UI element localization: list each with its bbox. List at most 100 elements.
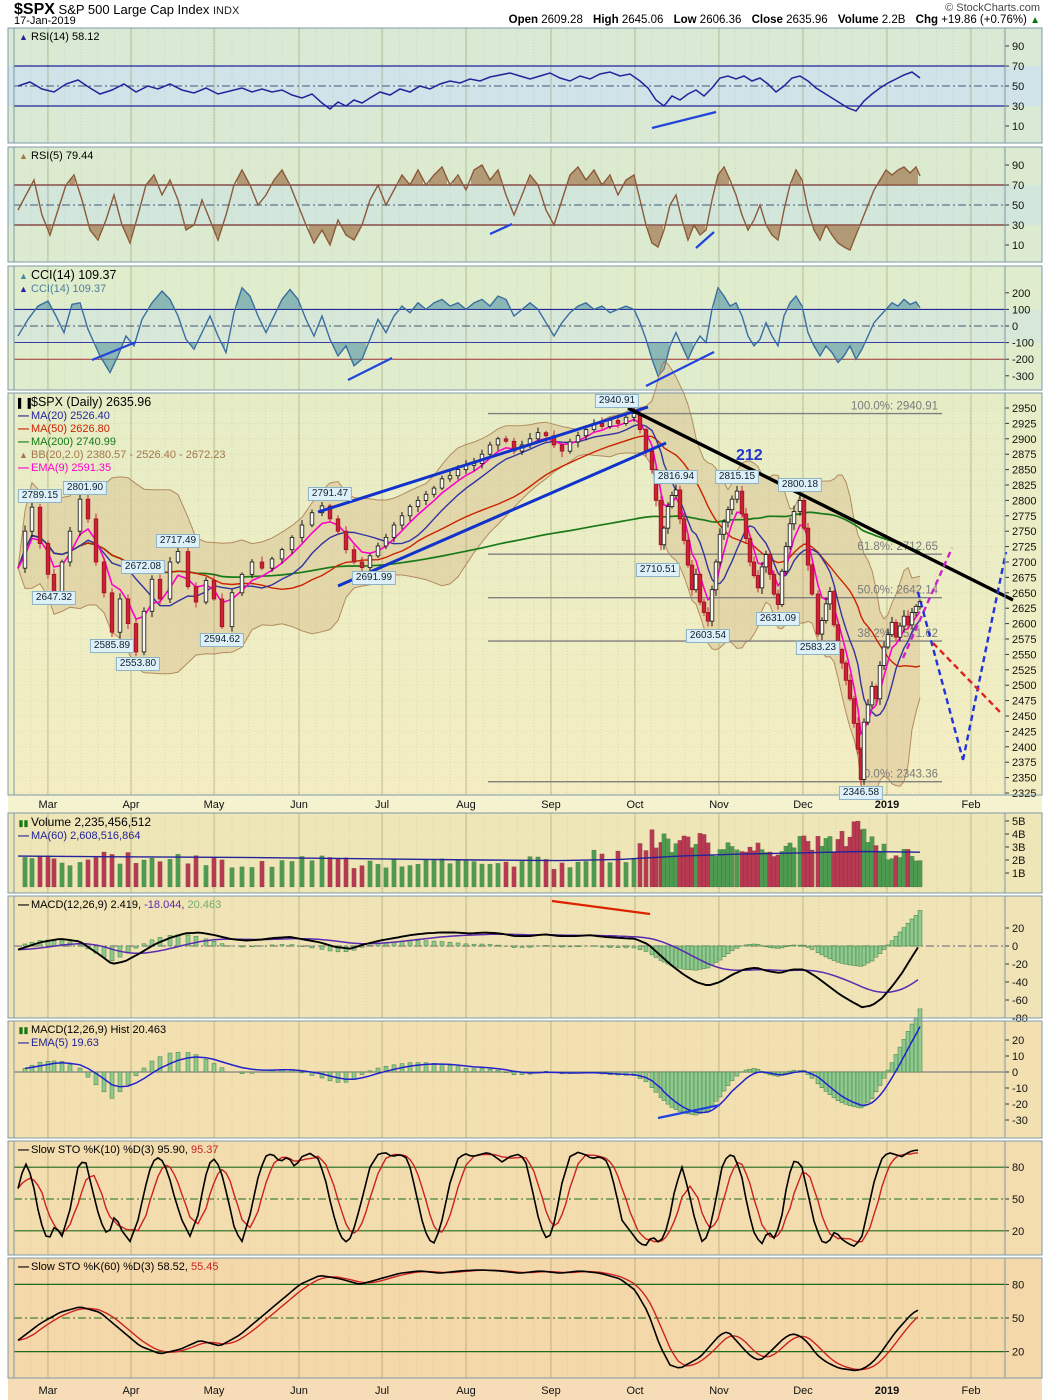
close-value: 2635.96	[786, 14, 828, 26]
svg-text:2600: 2600	[1012, 619, 1036, 631]
svg-text:200: 200	[1012, 288, 1030, 300]
line-icon: —	[18, 1144, 29, 1156]
svg-text:Jul: Jul	[375, 1385, 389, 1397]
svg-text:100: 100	[1012, 304, 1030, 316]
svg-text:2019: 2019	[875, 799, 899, 811]
volume-legend: ▮▮ Volume 2,235,456,512 — MA(60) 2,608,516…	[18, 816, 151, 843]
price-callout: 2816.94	[653, 470, 699, 484]
price-legend: ▌▐$SPX (Daily) 2635.96 — MA(20) 2526.40 —…	[18, 396, 225, 475]
chart-header: $SPX S&P 500 Large Cap Index INDX © Stoc…	[0, 0, 1050, 27]
open-label: Open	[508, 14, 539, 26]
price-callout: 2585.89	[89, 639, 135, 653]
svg-text:2800: 2800	[1012, 495, 1036, 507]
svg-text:2850: 2850	[1012, 465, 1036, 477]
legend-text: -18.044,	[141, 899, 185, 911]
legend-text: 95.37	[187, 1144, 219, 1156]
histogram-icon: ▮▮	[18, 1025, 29, 1035]
svg-text:-80: -80	[1012, 1013, 1028, 1025]
macd-legend: — MACD(12,26,9) 2.419, -18.044, 20.463	[18, 899, 221, 912]
svg-text:2925: 2925	[1012, 418, 1036, 430]
svg-text:-100: -100	[1012, 338, 1034, 350]
rsi5-legend: ▲ RSI(5) 79.44	[18, 150, 93, 163]
svg-text:1B: 1B	[1012, 868, 1025, 880]
svg-text:Mar: Mar	[39, 1385, 58, 1397]
volume-label: Volume	[837, 14, 879, 26]
open-value: 2609.28	[541, 14, 583, 26]
legend-text: MACD(12,26,9) 2.419,	[31, 899, 142, 911]
svg-text:10: 10	[1012, 240, 1024, 252]
svg-text:20: 20	[1012, 1226, 1024, 1238]
price-callout: 2691.99	[351, 571, 397, 585]
svg-text:May: May	[204, 1385, 225, 1397]
svg-text:2575: 2575	[1012, 634, 1036, 646]
svg-text:2875: 2875	[1012, 449, 1036, 461]
symbol: $SPX	[14, 1, 55, 18]
legend-text: MA(60) 2,608,516,864	[31, 830, 141, 842]
svg-text:2700: 2700	[1012, 557, 1036, 569]
price-callout: 2603.54	[685, 629, 731, 643]
svg-text:Feb: Feb	[962, 1385, 981, 1397]
svg-text:Jun: Jun	[290, 1385, 308, 1397]
histogram-icon: ▮▮	[18, 818, 29, 828]
legend-text: 55.45	[187, 1261, 219, 1273]
low-label: Low	[673, 14, 697, 26]
svg-text:0: 0	[1012, 321, 1018, 333]
line-icon: —	[18, 462, 29, 474]
line-icon: —	[18, 830, 29, 842]
svg-text:90: 90	[1012, 41, 1024, 53]
legend-text: 20.463	[184, 899, 222, 911]
svg-text:10: 10	[1012, 121, 1024, 133]
svg-text:80: 80	[1012, 1279, 1024, 1291]
legend-text: BB(20,2.0) 2380.57 - 2526.40 - 2672.23	[31, 449, 226, 461]
svg-text:90: 90	[1012, 160, 1024, 172]
legend-text: EMA(9) 2591.35	[31, 462, 112, 474]
volume-value: 2.2B	[881, 14, 906, 26]
svg-text:50: 50	[1012, 200, 1024, 212]
svg-text:50: 50	[1012, 1194, 1024, 1206]
svg-text:2625: 2625	[1012, 603, 1036, 615]
svg-text:Dec: Dec	[793, 1385, 813, 1397]
svg-text:0: 0	[1012, 941, 1018, 953]
line-icon: —	[18, 1037, 29, 1049]
legend-text: Slow STO %K(60) %D(3) 58.52,	[31, 1261, 188, 1273]
area-icon: ▲	[19, 450, 28, 460]
price-callout: 2631.09	[755, 612, 801, 626]
index-name: S&P 500 Large Cap Index	[58, 2, 210, 17]
chg-value: +19.86 (+0.76%)	[941, 14, 1027, 26]
legend-text: MACD(12,26,9) Hist 20.463	[31, 1024, 167, 1036]
legend-text: MA(200) 2740.99	[31, 436, 116, 448]
candlestick-icon: ▌▐	[18, 398, 31, 408]
svg-text:Oct: Oct	[626, 799, 643, 811]
svg-text:-200: -200	[1012, 354, 1034, 366]
line-icon: —	[18, 1261, 29, 1273]
price-callout: 2815.15	[714, 470, 760, 484]
svg-text:2750: 2750	[1012, 526, 1036, 538]
svg-text:2325: 2325	[1012, 788, 1036, 800]
line-icon: —	[18, 436, 29, 448]
price-callout: 2717.49	[155, 534, 201, 548]
svg-text:2350: 2350	[1012, 773, 1036, 785]
svg-text:5B: 5B	[1012, 816, 1025, 828]
svg-text:Sep: Sep	[541, 1385, 561, 1397]
svg-text:70: 70	[1012, 180, 1024, 192]
svg-text:50: 50	[1012, 1313, 1024, 1325]
svg-text:4B: 4B	[1012, 829, 1025, 841]
chart-date: 17-Jan-2019	[14, 15, 76, 27]
legend-text: CCI(14) 109.37	[31, 268, 117, 282]
rsi14-legend: ▲ RSI(14) 58.12	[18, 31, 99, 44]
svg-text:50: 50	[1012, 81, 1024, 93]
svg-text:20: 20	[1012, 1035, 1024, 1047]
legend-text: EMA(5) 19.63	[31, 1037, 99, 1049]
annotation-212: 212	[736, 447, 763, 464]
price-callout: 2647.32	[31, 591, 77, 605]
copyright: © StockCharts.com	[945, 2, 1040, 14]
svg-text:-300: -300	[1012, 371, 1034, 383]
area-icon: ▲	[19, 271, 28, 281]
svg-text:-20: -20	[1012, 1099, 1028, 1111]
legend-text: Volume 2,235,456,512	[31, 815, 152, 829]
sto60-legend: — Slow STO %K(60) %D(3) 58.52, 55.45	[18, 1261, 219, 1274]
price-callout: 2553.80	[115, 657, 161, 671]
svg-text:-30: -30	[1012, 1115, 1028, 1127]
